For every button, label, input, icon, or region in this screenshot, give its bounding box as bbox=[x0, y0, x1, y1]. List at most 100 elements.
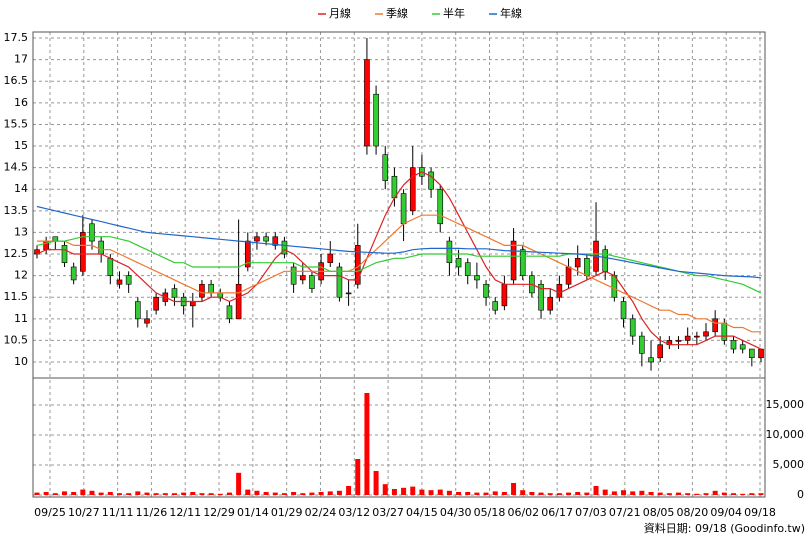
candle-body bbox=[648, 357, 654, 363]
candle-body bbox=[694, 335, 700, 338]
volume-bar bbox=[52, 493, 58, 495]
candle-body bbox=[739, 344, 746, 350]
volume-bar bbox=[611, 491, 617, 495]
volume-bar bbox=[327, 491, 333, 495]
candle-body bbox=[455, 258, 462, 268]
candle-body bbox=[400, 193, 407, 225]
y-tick-label: 14.5 bbox=[4, 161, 29, 174]
candle-body bbox=[290, 266, 297, 285]
volume-bar bbox=[291, 492, 297, 495]
volume-bar bbox=[98, 492, 104, 495]
candle-body bbox=[492, 301, 499, 311]
candle-body bbox=[235, 283, 242, 320]
volume-bar bbox=[501, 492, 507, 495]
volume-bar bbox=[364, 393, 370, 495]
legend-label: 半年 bbox=[443, 6, 465, 20]
x-tick-label: 03/12 bbox=[338, 506, 370, 519]
y-tick-label: 14 bbox=[14, 182, 28, 195]
candle-body bbox=[657, 344, 663, 358]
volume-bar bbox=[566, 492, 572, 495]
volume-bar bbox=[602, 489, 608, 495]
candle-body bbox=[629, 318, 636, 337]
candle-body bbox=[602, 249, 609, 272]
ma-line bbox=[36, 205, 762, 279]
ma-line bbox=[36, 236, 762, 294]
candle-body bbox=[409, 167, 416, 212]
volume-bar bbox=[419, 489, 425, 495]
volume-bar bbox=[410, 486, 416, 495]
volume-bar bbox=[153, 493, 159, 495]
volume-bar bbox=[272, 492, 278, 495]
candle-body bbox=[437, 188, 444, 225]
y-tick-label: 10.5 bbox=[4, 333, 29, 346]
candle-body bbox=[684, 335, 691, 341]
y-tick-label: 11.5 bbox=[4, 290, 29, 303]
volume-bar bbox=[428, 490, 434, 495]
candle-body bbox=[52, 236, 59, 242]
volume-bar bbox=[547, 493, 553, 495]
volume-bar bbox=[446, 490, 452, 495]
volume-bar bbox=[226, 492, 232, 495]
candle-body bbox=[208, 283, 214, 294]
candle-body bbox=[675, 340, 682, 342]
candle-body bbox=[538, 283, 544, 311]
volume-bar bbox=[300, 493, 306, 495]
candle-body bbox=[226, 305, 233, 320]
volume-bar bbox=[144, 492, 150, 495]
x-tick-label: 07/03 bbox=[575, 506, 607, 519]
x-tick-label: 12/29 bbox=[203, 506, 235, 519]
x-tick-label: 08/20 bbox=[677, 506, 709, 519]
volume-bar bbox=[529, 492, 535, 495]
volume-bar bbox=[208, 493, 214, 495]
candle-body bbox=[428, 171, 434, 190]
y-tick-label: 17 bbox=[14, 53, 28, 66]
candle-body bbox=[116, 279, 123, 285]
y-tick-label: 16.5 bbox=[4, 74, 29, 87]
volume-bar bbox=[520, 490, 526, 495]
y-tick-label: 12 bbox=[14, 269, 28, 282]
candle-body bbox=[565, 266, 572, 285]
candle-body bbox=[107, 258, 114, 276]
x-tick-label: 10/27 bbox=[68, 506, 100, 519]
candle-body bbox=[364, 59, 370, 147]
volume-bar bbox=[575, 492, 581, 495]
volume-bar bbox=[474, 492, 480, 495]
y-tick-label: 13.5 bbox=[4, 204, 29, 217]
candle-body bbox=[749, 348, 755, 358]
candle-body bbox=[712, 318, 718, 333]
y-tick-label: 12.5 bbox=[4, 247, 29, 260]
volume-bar bbox=[712, 490, 718, 495]
volume-bar bbox=[492, 491, 498, 495]
candle-body bbox=[382, 154, 389, 181]
volume-bar bbox=[593, 486, 599, 495]
volume-bar bbox=[740, 493, 746, 495]
volume-bar bbox=[676, 492, 682, 495]
x-tick-label: 07/21 bbox=[609, 506, 641, 519]
volume-bar bbox=[171, 493, 177, 495]
x-tick-label: 11/11 bbox=[102, 506, 134, 519]
candle-body bbox=[98, 240, 104, 255]
volume-frame bbox=[32, 377, 766, 498]
y-tick-label: 15.5 bbox=[4, 117, 29, 130]
candle-body bbox=[199, 283, 205, 298]
volume-bar bbox=[630, 491, 636, 495]
volume-bar bbox=[116, 493, 122, 495]
x-tick-label: 01/14 bbox=[237, 506, 269, 519]
volume-bar bbox=[382, 484, 388, 495]
candle-body bbox=[758, 348, 764, 358]
candle-body bbox=[61, 245, 68, 263]
x-tick-label: 06/17 bbox=[541, 506, 573, 519]
volume-bar bbox=[538, 492, 544, 495]
volume-bar bbox=[107, 492, 113, 495]
y-tick-label: 11 bbox=[14, 312, 28, 325]
candle-body bbox=[299, 275, 306, 281]
volume-bar bbox=[135, 491, 141, 495]
volume-bar bbox=[511, 483, 517, 495]
ma-line bbox=[36, 171, 762, 350]
y-tick-label: 17.5 bbox=[4, 31, 29, 44]
candle-body bbox=[639, 335, 645, 354]
candle-body bbox=[336, 266, 343, 298]
volume-bar bbox=[401, 487, 407, 495]
